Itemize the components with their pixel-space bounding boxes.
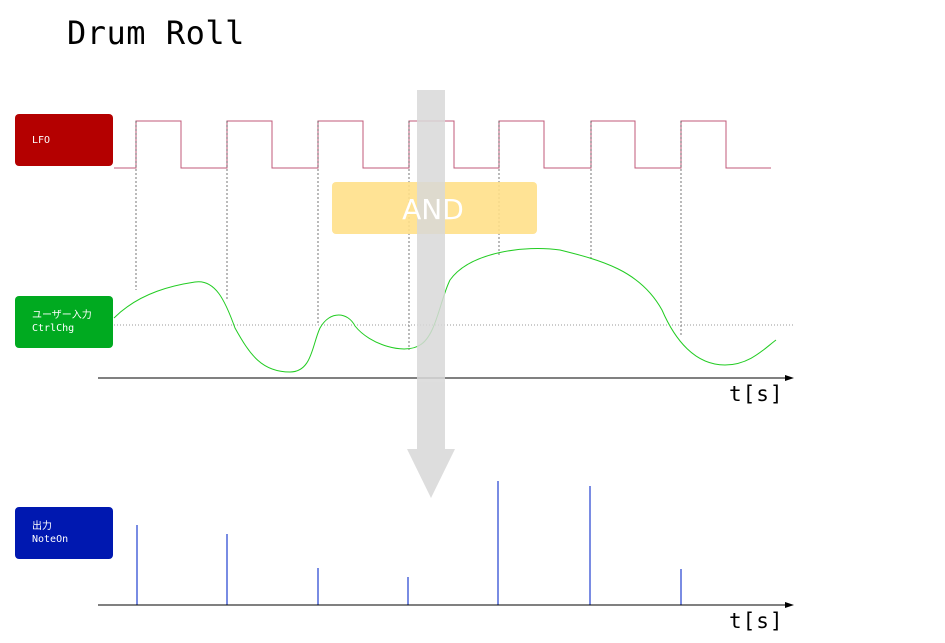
lower-axis-label: t[s] bbox=[729, 609, 784, 633]
upper-axis-arrowhead bbox=[785, 375, 794, 381]
note-pulses bbox=[136, 481, 682, 605]
ctrlchg-label: CtrlChg bbox=[32, 323, 75, 334]
user-input-label-box: ユーザー入力 CtrlChg bbox=[15, 296, 113, 348]
output-label-box: 出力 NoteOn bbox=[15, 507, 113, 559]
lfo-label: LFO bbox=[32, 134, 51, 146]
user-input-curve bbox=[113, 248, 777, 373]
page-title: Drum Roll bbox=[67, 14, 245, 52]
lower-axis-arrowhead bbox=[785, 602, 794, 608]
upper-axis-label: t[s] bbox=[729, 382, 784, 406]
and-operator-label: AND bbox=[402, 193, 464, 226]
guide-lines bbox=[135, 121, 682, 350]
flow-arrow bbox=[407, 90, 455, 498]
user-input-label: ユーザー入力 bbox=[32, 310, 92, 321]
noteon-label: NoteOn bbox=[32, 534, 69, 545]
output-label: 出力 bbox=[32, 521, 52, 532]
lfo-label-box: LFO bbox=[15, 114, 113, 166]
